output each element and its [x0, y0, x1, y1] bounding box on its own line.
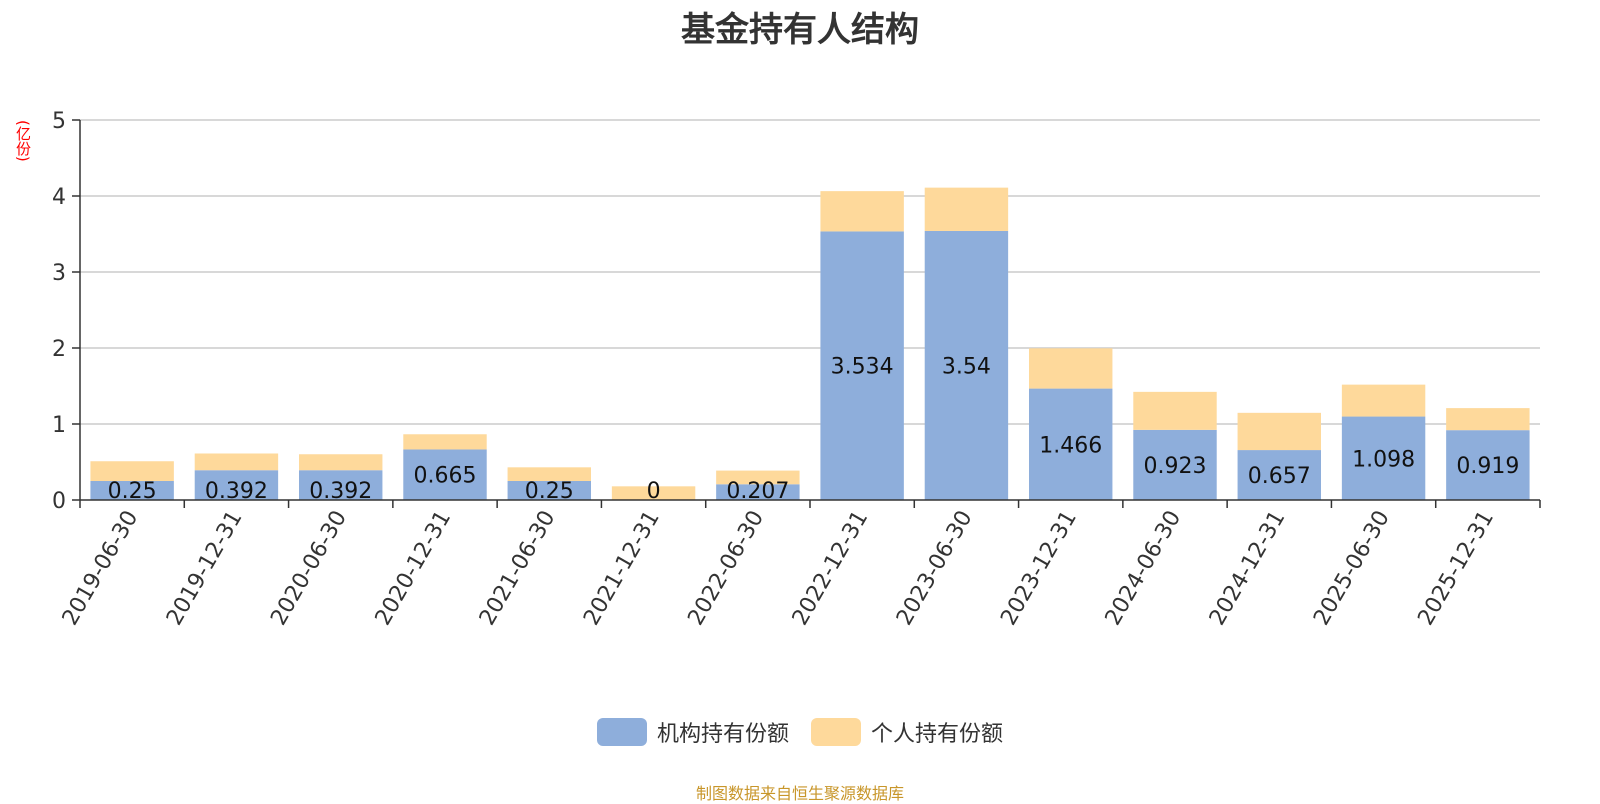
data-label-institutional: 0.919: [1456, 454, 1519, 479]
data-label-institutional: 1.466: [1039, 433, 1102, 458]
y-tick-label: 0: [52, 489, 66, 514]
data-label-institutional: 1.098: [1352, 447, 1415, 472]
data-source-note: 制图数据来自恒生聚源数据库: [695, 784, 904, 803]
y-tick-label: 1: [52, 413, 66, 438]
bar-individual: [1029, 348, 1113, 389]
bar-institutional: [299, 470, 383, 500]
legend-label-individual: 个人持有份额: [871, 722, 1004, 747]
bar-individual: [507, 467, 591, 481]
bar-individual: [1446, 408, 1530, 431]
legend-item-individual[interactable]: 个人持有份额: [811, 716, 1003, 748]
data-label-institutional: 0: [647, 479, 661, 504]
bar-individual: [1341, 384, 1426, 417]
y-tick-label: 4: [52, 185, 66, 210]
bar-institutional: [90, 481, 174, 500]
bar-institutional: [507, 481, 591, 500]
data-label-institutional: 0.923: [1144, 454, 1207, 479]
x-tick-label: 2025-06-30: [1309, 507, 1395, 630]
legend-item-institutional[interactable]: 机构持有份额: [596, 716, 789, 748]
x-tick-label: 2020-12-31: [371, 507, 457, 630]
x-tick-label: 2019-12-31: [162, 507, 248, 630]
x-tick-label: 2019-06-30: [58, 507, 144, 630]
bar-individual: [1237, 412, 1321, 451]
bar-chart: 0123450.252019-06-300.3922019-12-310.392…: [52, 109, 1541, 630]
bar-institutional: [1133, 429, 1217, 500]
legend: 机构持有份额 个人持有份额: [0, 716, 1600, 748]
bar-institutional: [403, 449, 487, 500]
bar-institutional: [820, 231, 904, 500]
x-tick-label: 2022-12-31: [788, 507, 874, 630]
chart-title: 基金持有人结构: [681, 10, 919, 50]
bar-individual: [403, 434, 487, 450]
bar-institutional: [716, 484, 800, 500]
x-tick-label: 2024-06-30: [1101, 507, 1187, 630]
bar-institutional: [1341, 416, 1426, 500]
bar-individual: [924, 187, 1009, 231]
bar-individual: [611, 486, 696, 500]
y-tick-label: 3: [52, 261, 66, 286]
bar-institutional: [1237, 450, 1321, 500]
legend-swatch-institutional: [596, 718, 647, 746]
bar-individual: [299, 454, 383, 471]
bar-individual: [1133, 391, 1217, 430]
legend-label-institutional: 机构持有份额: [656, 722, 789, 747]
bar-individual: [820, 191, 904, 232]
y-tick-label: 2: [52, 337, 66, 362]
x-tick-label: 2025-12-31: [1413, 507, 1499, 630]
x-tick-label: 2023-12-31: [996, 507, 1082, 630]
legend-swatch-individual: [811, 718, 861, 746]
data-label-institutional: 3.54: [942, 354, 991, 379]
bar-institutional: [194, 470, 279, 500]
bar-individual: [716, 470, 800, 485]
x-tick-label: 2021-06-30: [475, 507, 561, 630]
y-tick-label: 5: [52, 109, 66, 134]
bar-institutional: [1446, 430, 1530, 500]
x-tick-label: 2021-12-31: [579, 507, 665, 630]
data-label-institutional: 0.657: [1248, 464, 1311, 489]
x-tick-label: 2020-06-30: [266, 507, 352, 630]
bar-institutional: [1029, 388, 1113, 500]
bar-individual: [90, 461, 174, 481]
data-label-institutional: 3.534: [831, 355, 894, 380]
x-tick-label: 2023-06-30: [892, 507, 978, 630]
bar-institutional: [924, 230, 1009, 500]
y-axis-unit: (亿份): [14, 120, 32, 162]
bar-individual: [194, 453, 279, 471]
data-label-institutional: 0.665: [414, 464, 477, 489]
x-tick-label: 2024-12-31: [1205, 507, 1291, 630]
x-tick-label: 2022-06-30: [683, 507, 769, 630]
